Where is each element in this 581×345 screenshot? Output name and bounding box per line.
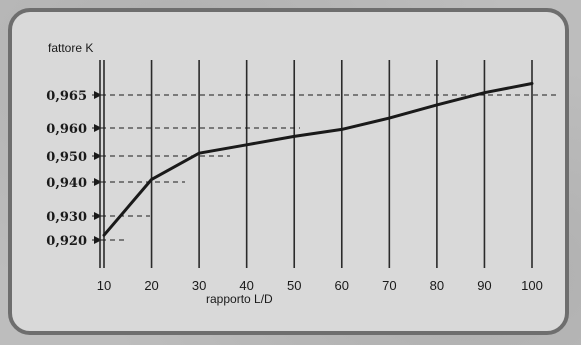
guide-arrow-4 [94, 124, 102, 132]
x-tick-layer: 10 20 30 40 50 60 70 80 90 100 [97, 278, 543, 293]
series-line-0 [102, 82, 534, 237]
x-tick-label-4: 50 [287, 278, 301, 293]
y-tick-label-1: 0,930 [46, 210, 87, 225]
x-tick-label-6: 70 [382, 278, 396, 293]
y-tick-label-5: 0,965 [46, 89, 87, 104]
x-tick-label-2: 30 [192, 278, 206, 293]
x-tick-label-5: 60 [335, 278, 349, 293]
chart-frame [8, 8, 569, 335]
y-axis-title: fattore K [48, 41, 93, 55]
y-tick-label-4: 0,960 [46, 122, 87, 137]
y-tick-label-2: 0,940 [46, 176, 87, 191]
grid-layer [103, 60, 533, 268]
guide-arrow-0 [94, 236, 102, 244]
guide-arrow-2 [94, 178, 102, 186]
x-tick-label-1: 20 [144, 278, 158, 293]
guide-arrow-3 [94, 152, 102, 160]
x-tick-label-3: 40 [239, 278, 253, 293]
x-tick-label-0: 10 [97, 278, 111, 293]
x-tick-label-9: 100 [521, 278, 543, 293]
x-tick-label-8: 90 [477, 278, 491, 293]
y-tick-label-3: 0,950 [46, 150, 87, 165]
y-tick-layer: 0,920 0,930 0,940 0,950 0,960 0,965 [46, 89, 87, 249]
x-axis-title: rapporto L/D [206, 292, 273, 306]
series-layer [99, 60, 534, 268]
y-tick-label-0: 0,920 [46, 234, 87, 249]
guide-arrow-1 [94, 212, 102, 220]
x-tick-label-7: 80 [430, 278, 444, 293]
guide-arrow-5 [94, 91, 102, 99]
guide-layer [92, 91, 560, 244]
